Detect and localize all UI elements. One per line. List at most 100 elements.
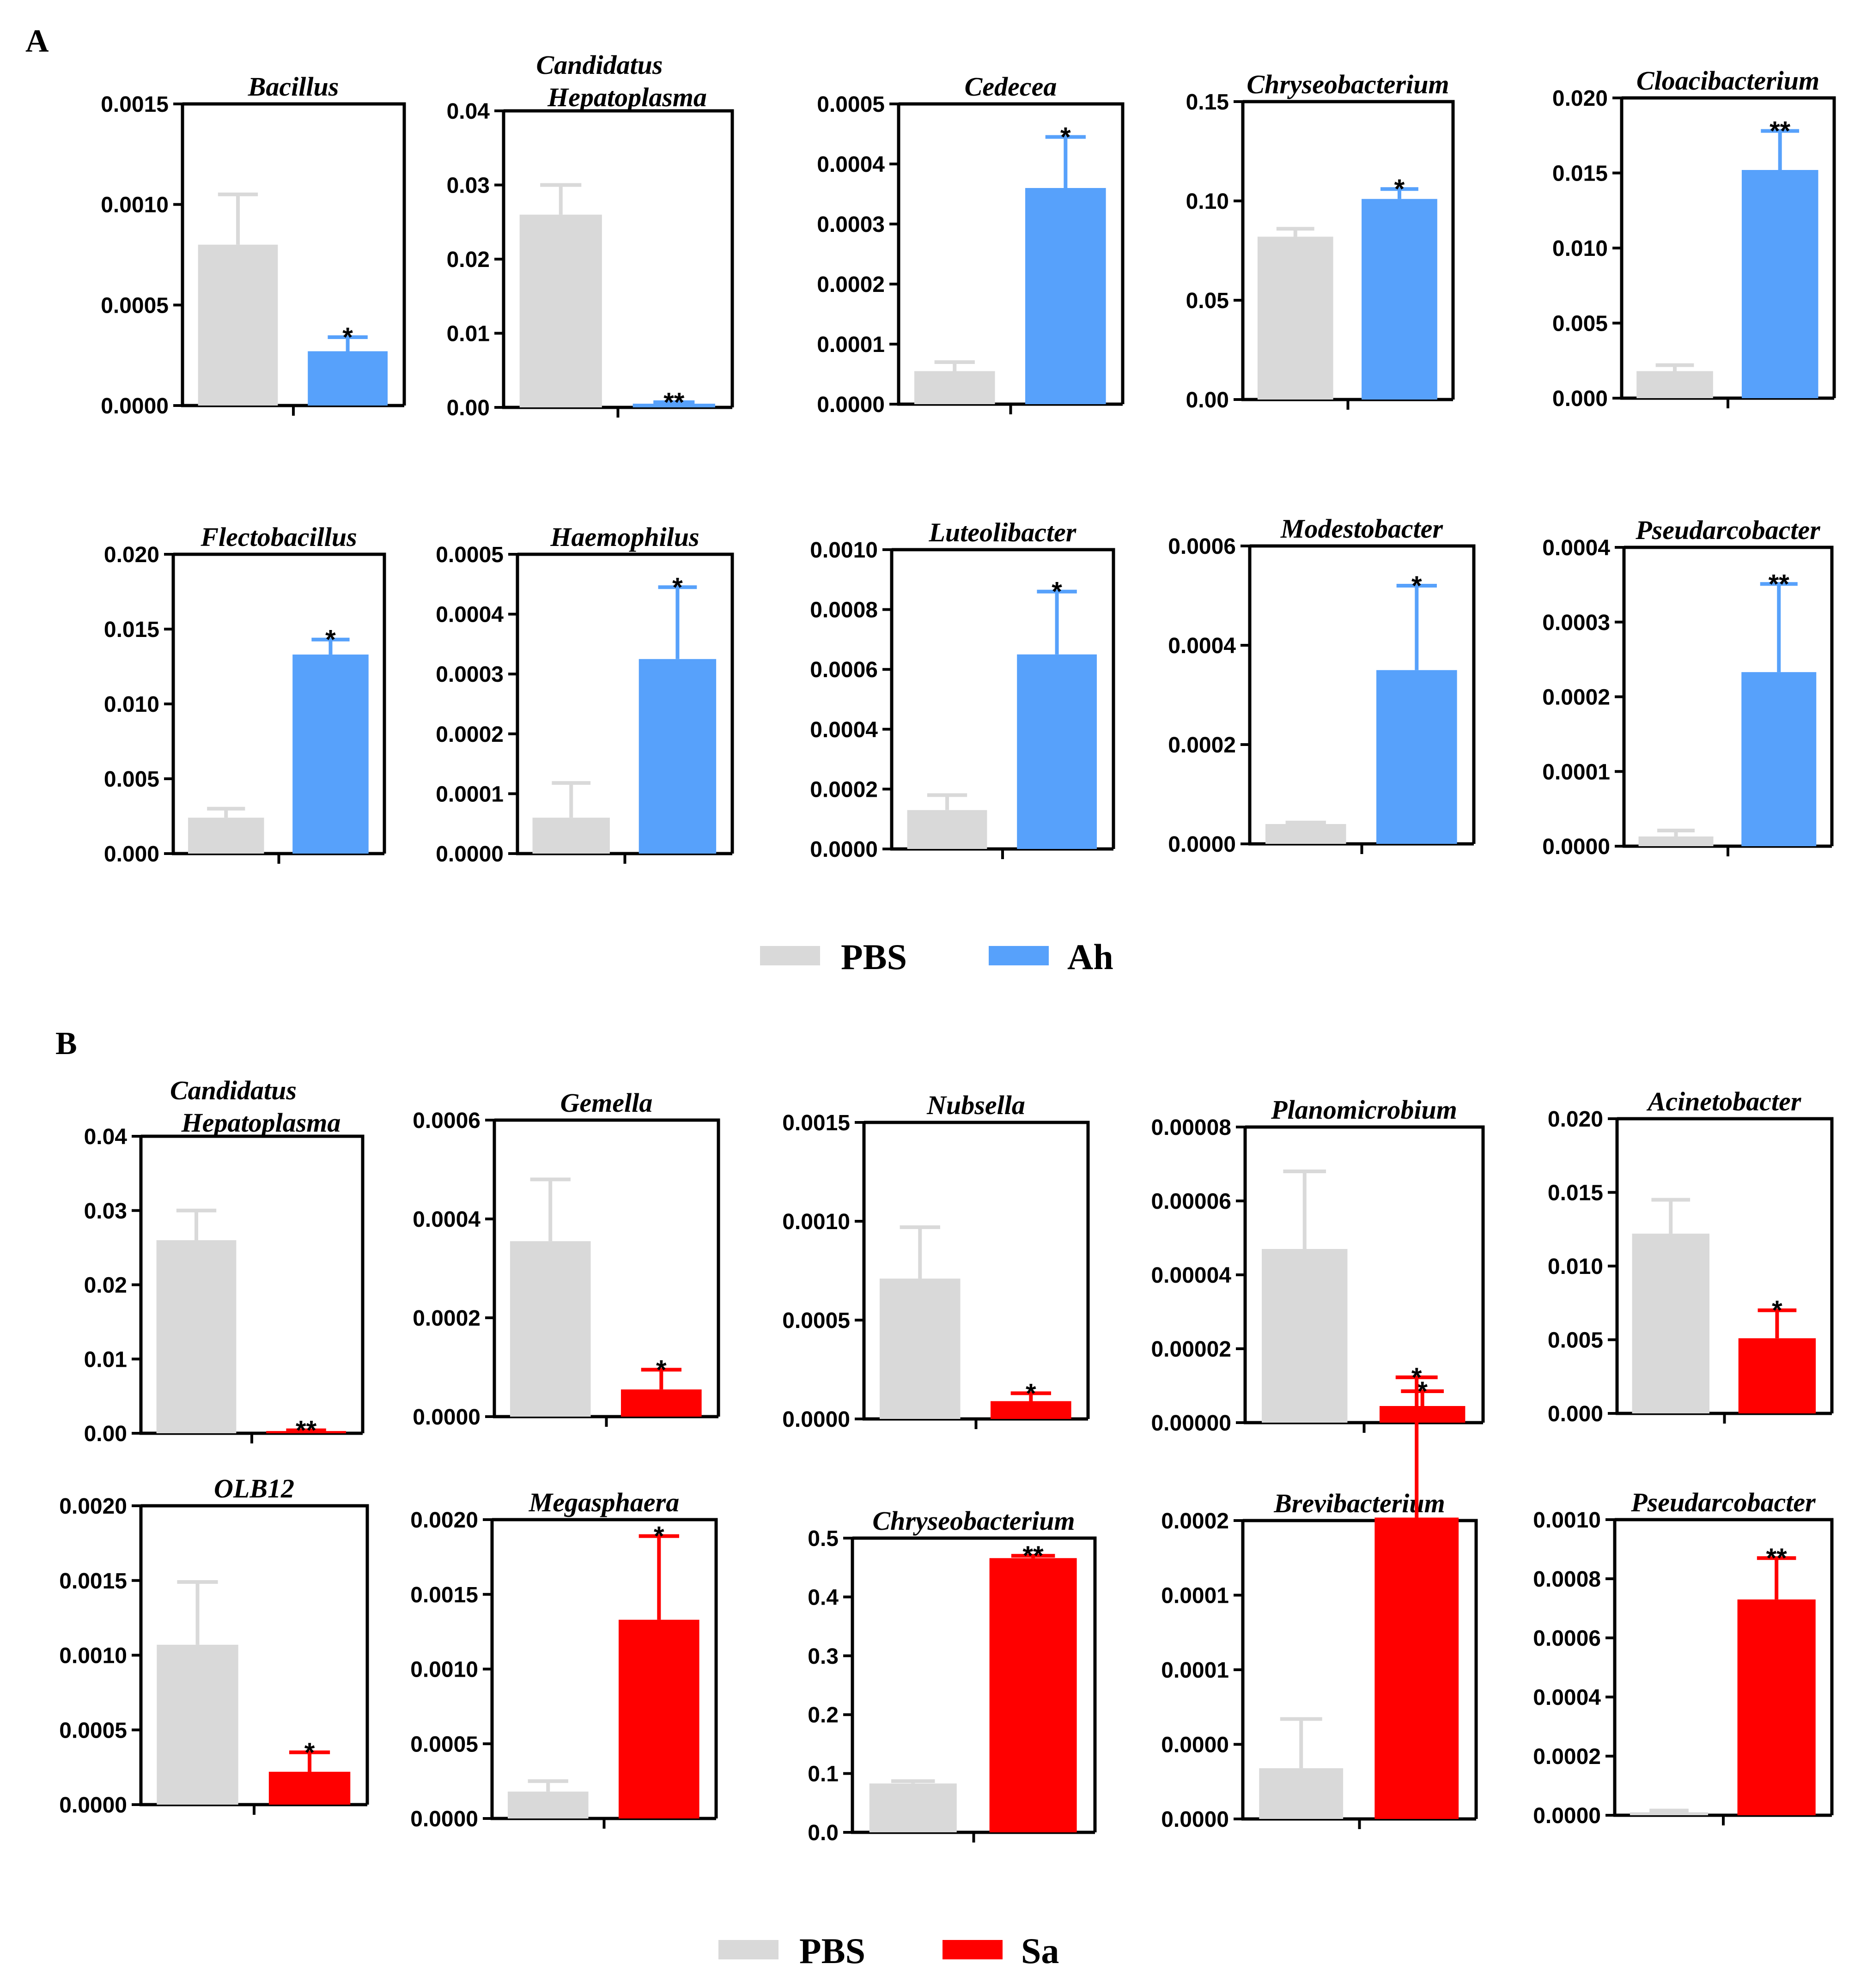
significance-marker: * (325, 625, 336, 655)
significance-marker: ** (296, 1416, 317, 1446)
y-tick-label: 0.0004 (1533, 1685, 1601, 1710)
bar-sa (266, 1431, 346, 1433)
plot-frame (182, 102, 406, 406)
chart-1: 0.0000 0.0005 0.0010 0.0015 Bacillus * (101, 72, 406, 418)
bar-pbs (1630, 1812, 1709, 1815)
chart-title: Pseudarcobacter (1635, 515, 1820, 545)
y-tick-label: 0.0008 (810, 598, 878, 623)
chart-title: Cloacibacterium (1636, 66, 1819, 96)
bar-ah (308, 351, 388, 406)
y-tick-label: 0.0006 (413, 1109, 480, 1133)
bar-pbs (157, 1644, 238, 1805)
chart-11: 0.00 0.01 0.02 0.03 0.04 CandidatusHepatoplas… (84, 1075, 365, 1446)
y-tick-label: 0.0015 (410, 1583, 478, 1607)
bar-sa (621, 1389, 702, 1417)
bar-pbs (1265, 824, 1346, 844)
plot-frame (852, 1536, 1097, 1832)
y-tick-label: 0.0004 (1542, 536, 1610, 560)
y-tick-label: 0.0004 (1168, 634, 1236, 658)
y-tick-label: 0.005 (104, 767, 159, 792)
chart-10: 0.0000 0.0001 0.0002 0.0003 0.0004 Pseudarcob… (1542, 515, 1834, 859)
bar-pbs (907, 810, 987, 849)
charts-container: 0.00000.00050.00100.0015Bacillus*0.000.0… (59, 50, 1836, 1845)
significance-marker: * (304, 1738, 315, 1768)
chart-title: Bacillus (248, 72, 339, 102)
chart-title: Chryseobacterium (1247, 69, 1449, 99)
y-tick-label: 0.0002 (810, 777, 878, 802)
y-tick-label: 0.0000 (1542, 835, 1610, 859)
bar-ah (1025, 188, 1106, 404)
significance-marker: * (1060, 122, 1071, 152)
y-tick-label: 0.010 (104, 692, 159, 717)
significance-marker: * (1026, 1378, 1036, 1408)
y-tick-label: 0.5 (808, 1527, 839, 1551)
plot-frame (899, 102, 1125, 404)
y-tick-label: 0.05 (1186, 289, 1229, 313)
bar-pbs (1632, 1233, 1709, 1413)
legend-a-ah-label: Ah (1067, 937, 1113, 977)
y-tick-label: 0.0000 (1533, 1804, 1601, 1828)
y-tick-label: 0.0000 (1161, 1807, 1229, 1832)
significance-marker: * (1052, 577, 1062, 607)
plot-frame (892, 548, 1115, 849)
bar-pbs (1262, 1249, 1348, 1423)
bar-pbs (1259, 1768, 1344, 1819)
bar-sa (991, 1401, 1071, 1419)
y-tick-label: 0.0000 (410, 1807, 478, 1831)
y-tick-label: 0.020 (1552, 86, 1608, 111)
bar-sa (1374, 1517, 1459, 1819)
y-tick-label: 0.0005 (436, 543, 504, 567)
chart-14: 0.00000 0.00002 0.00004 0.00006 0.00008 Plano… (1151, 1095, 1485, 1436)
plot-frame (1615, 1518, 1834, 1815)
bar-ah (1741, 170, 1818, 398)
y-tick-label: 0.0005 (782, 1309, 850, 1333)
chart-13: 0.0000 0.0005 0.0010 0.0015 Nubsella * (782, 1090, 1090, 1432)
legend-b-pbs-swatch (718, 1940, 778, 1959)
chart-title: Flectobacillus (200, 522, 357, 552)
y-tick-label: 0.0015 (782, 1111, 850, 1135)
y-tick-label: 0.0002 (1161, 1509, 1229, 1533)
bar-sa (1379, 1406, 1466, 1423)
y-tick-label: 0.0001 (1542, 760, 1610, 784)
y-tick-label: 0.4 (808, 1585, 839, 1610)
chart-3: 0.0000 0.0001 0.0002 0.0003 0.0004 0.0005 Cede… (817, 72, 1125, 417)
y-tick-label: 0.00 (84, 1422, 127, 1446)
plot-frame (517, 552, 734, 854)
y-tick-label: 0.0006 (810, 658, 878, 682)
y-tick-label: 0.0003 (817, 212, 885, 237)
y-tick-label: 0.0000 (59, 1793, 127, 1818)
chart-2: 0.00 0.01 0.02 0.03 0.04 CandidatusHepatoplas… (447, 50, 734, 420)
y-tick-label: 0.0003 (436, 662, 504, 687)
y-tick-label: 0.0020 (59, 1494, 127, 1519)
y-tick-label: 0.0002 (1168, 733, 1236, 758)
plot-frame (1617, 1117, 1834, 1413)
chart-15: 0.000 0.005 0.010 0.015 0.020 Acinetobacter * (1548, 1086, 1834, 1426)
bar-pbs (869, 1783, 957, 1832)
y-tick-label: 0.0010 (410, 1658, 478, 1682)
chart-title: Luteolibacter (929, 517, 1076, 547)
y-tick-label: 0.01 (84, 1347, 127, 1372)
chart-title: Haemophilus (550, 522, 699, 552)
chart-title: Chryseobacterium (872, 1506, 1075, 1536)
bar-sa (619, 1619, 699, 1818)
y-tick-label: 0.03 (84, 1199, 127, 1224)
y-tick-label: 0.000 (1552, 387, 1608, 411)
chart-20: 0.0000 0.0002 0.0004 0.0006 0.0008 0.0010 Pseu… (1533, 1487, 1834, 1828)
bar-ah (1741, 672, 1817, 846)
plot-frame (1250, 544, 1476, 844)
plot-frame (1622, 96, 1836, 398)
y-tick-label: 0.0005 (817, 92, 885, 117)
y-tick-label: 0.0000 (1168, 832, 1236, 857)
plot-frame (1243, 1519, 1478, 1819)
chart-title: Gemella (560, 1088, 653, 1118)
bar-sa (1738, 1338, 1816, 1413)
y-tick-label: 0.000 (1548, 1402, 1603, 1426)
significance-marker: * (342, 322, 353, 352)
y-tick-label: 0.0004 (817, 152, 885, 177)
chart-19: 0.0000 0.0000 0.0001 0.0001 0.0002 Brevibacte… (1161, 1363, 1478, 1832)
bar-sa (989, 1558, 1077, 1832)
bar-pbs (156, 1240, 237, 1433)
significance-marker: * (1411, 1363, 1422, 1393)
y-tick-label: 0.0002 (413, 1306, 480, 1331)
significance-marker: ** (1766, 1543, 1788, 1573)
